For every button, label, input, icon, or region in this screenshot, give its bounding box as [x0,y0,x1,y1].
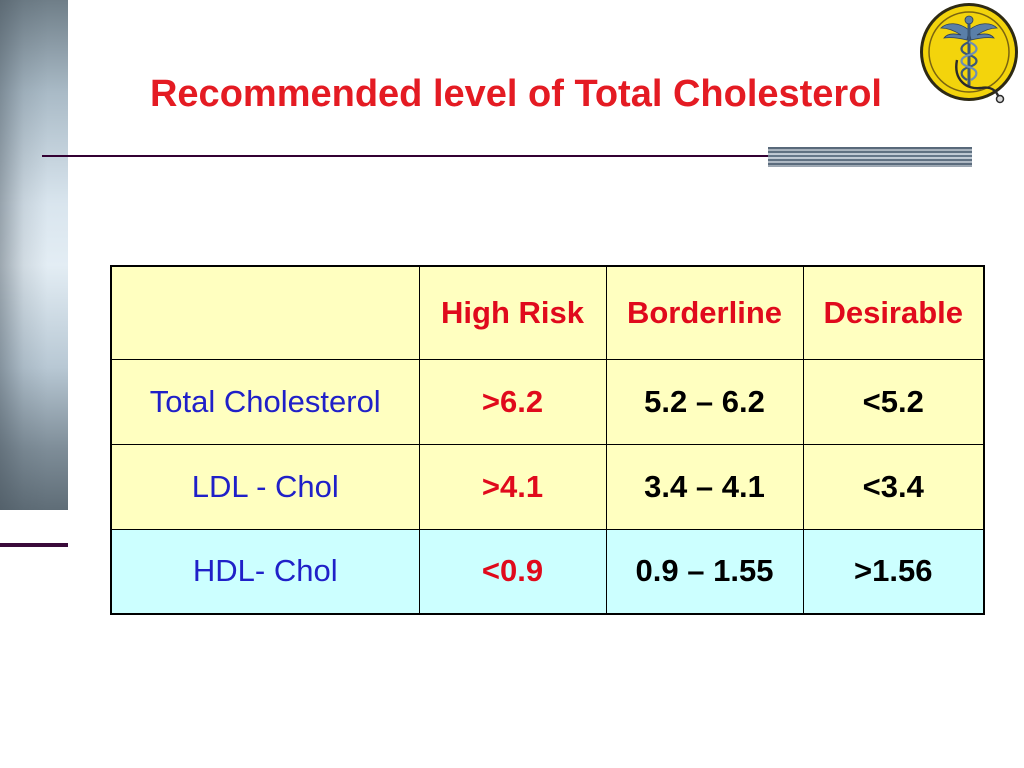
borderline-value: 5.2 – 6.2 [605,358,804,445]
high-risk-value: <0.9 [418,528,607,615]
row-label: HDL- Chol [110,528,420,615]
slide-title: Recommended level of Total Cholesterol [149,73,882,115]
row-label: LDL - Chol [110,443,420,530]
title-divider-line [42,155,768,157]
high-risk-value: >6.2 [418,358,607,445]
borderline-value: 0.9 – 1.55 [605,528,804,615]
desirable-value: <3.4 [802,443,985,530]
high-risk-value: >4.1 [418,443,607,530]
desirable-value: >1.56 [802,528,985,615]
side-accent-line [0,543,68,547]
header-borderline: Borderline [605,265,804,360]
table-row-ldl-chol: LDL - Chol >4.1 3.4 – 4.1 <3.4 [110,443,985,530]
desirable-value: <5.2 [802,358,985,445]
table-row-hdl-chol: HDL- Chol <0.9 0.9 – 1.55 >1.56 [110,528,985,615]
borderline-value: 3.4 – 4.1 [605,443,804,530]
header-corner-cell [110,265,420,360]
row-label: Total Cholesterol [110,358,420,445]
cholesterol-levels-table: High Risk Borderline Desirable Total Cho… [110,265,985,615]
decorative-side-bar [0,0,68,510]
header-desirable: Desirable [802,265,985,360]
title-divider-stripes [768,147,972,167]
caduceus-emblem-icon [920,3,1018,104]
table-header-row: High Risk Borderline Desirable [110,265,985,360]
table-row-total-cholesterol: Total Cholesterol >6.2 5.2 – 6.2 <5.2 [110,358,985,445]
header-high-risk: High Risk [418,265,607,360]
